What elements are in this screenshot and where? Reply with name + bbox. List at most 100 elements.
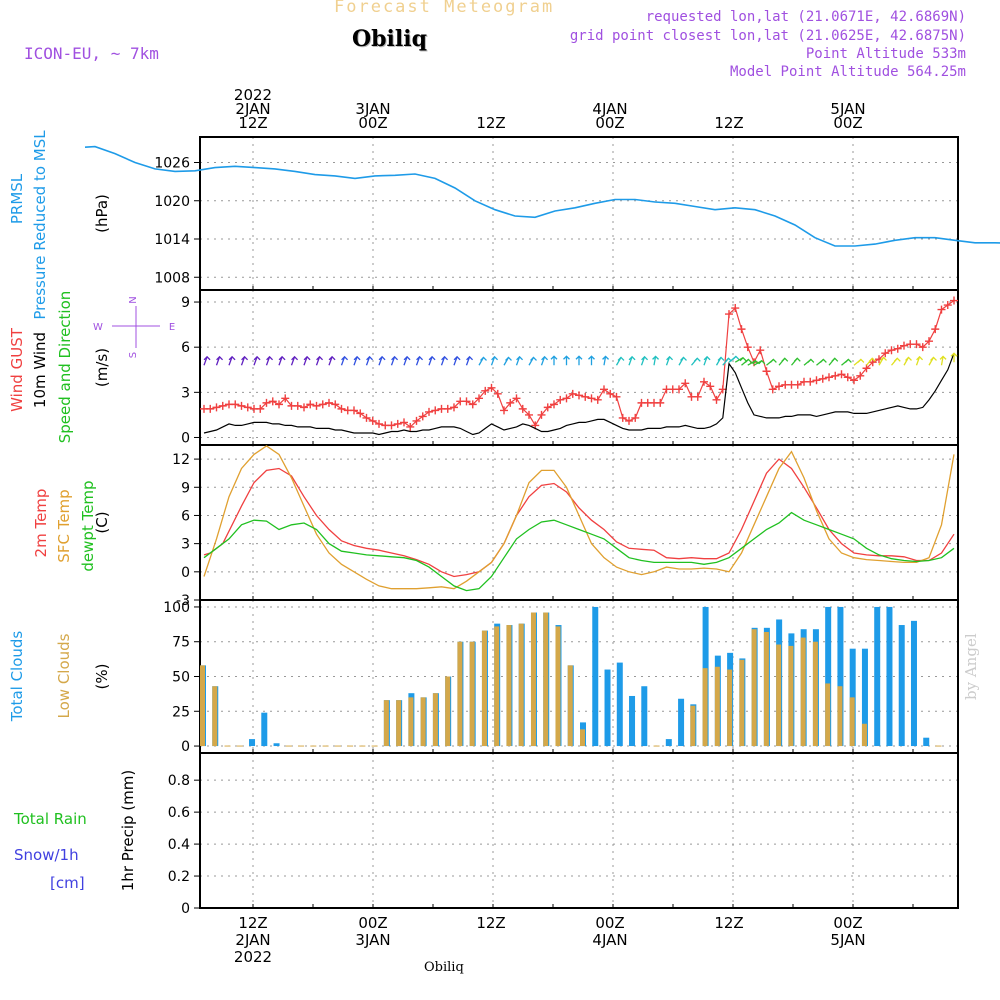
y-tick-label: 3 (181, 537, 190, 553)
total-cloud-bar (678, 698, 685, 747)
wind-arrow-head (216, 355, 224, 361)
gust-marker (325, 398, 333, 407)
y-tick-label: 1014 (154, 232, 190, 248)
wind-arrow-head (541, 355, 549, 361)
wind-arrow-head (341, 355, 349, 361)
gust-marker (468, 400, 477, 409)
gust-marker (775, 382, 783, 391)
temp-label: 2m Temp (32, 489, 50, 558)
gust-marker (625, 416, 633, 425)
gust-marker (843, 373, 852, 382)
low-cloud-bar (530, 612, 536, 747)
footer-location: Obiliq (424, 960, 464, 975)
gust-marker (618, 413, 627, 422)
gust-marker (406, 422, 415, 431)
y-tick-label: 12 (172, 452, 190, 468)
snow-label: Snow/1h (14, 846, 79, 864)
y-tick-label: 0 (181, 739, 190, 755)
low-cloud-bar (469, 641, 475, 747)
top-axis-label: 00Z (595, 114, 624, 132)
gust-marker (487, 383, 496, 392)
gust-marker (918, 343, 927, 352)
wind-arrow-head (453, 355, 461, 361)
total-cloud-bar (898, 625, 905, 747)
wind-arrow-head (266, 355, 274, 361)
gust-marker (793, 380, 802, 389)
wind-arrow-head (241, 355, 249, 361)
snow-unit-label: [cm] (50, 874, 85, 892)
panel-frame (199, 289, 959, 446)
bottom-axis-label: 00Z (358, 914, 387, 932)
wind-arrow-head (793, 357, 801, 362)
gust-marker (768, 385, 777, 394)
gust-marker (900, 341, 908, 350)
wind-arrow-head (530, 356, 537, 361)
wind-arrow-head (550, 355, 558, 360)
wind-arrow-head (831, 357, 839, 362)
gust-marker (706, 382, 715, 391)
y-tick-label: 50 (172, 670, 190, 686)
y-tick-label: 0 (181, 565, 190, 581)
wind-arrow-head (880, 356, 887, 361)
wind-arrow-head (844, 358, 852, 363)
low-cloud-bar (849, 697, 855, 747)
wind-line (203, 352, 955, 436)
low-cloud-bar (567, 665, 573, 747)
gust-marker (856, 371, 865, 380)
total-cloud-bar (592, 606, 599, 747)
wind-arrow-head (652, 355, 660, 360)
wind-arrow-head (781, 357, 789, 362)
bottom-axis-label: 12Z (238, 914, 267, 932)
wind-arrow-shaft (603, 356, 607, 366)
wind-arrow-head (466, 355, 474, 361)
gust-markers (200, 296, 958, 431)
total-clouds-label: Total Clouds (8, 631, 26, 723)
low-cloud-bar (494, 626, 500, 747)
wind-arrow-head (316, 355, 324, 361)
gust-marker (681, 379, 690, 388)
gust-marker (206, 404, 215, 413)
y-tick-label: 25 (172, 704, 190, 720)
compass-north: N (128, 296, 139, 303)
low-cloud-bar (506, 625, 512, 747)
low-cloud-bar (714, 666, 720, 747)
gust-marker (243, 403, 252, 412)
gust-marker (818, 374, 827, 383)
low-cloud-bar (861, 723, 867, 747)
top-axis-label: 00Z (358, 114, 387, 132)
gust-marker (762, 367, 771, 376)
pressure-full-label: Pressure Reduced to MSL (31, 130, 49, 320)
low-cloud-bar (200, 665, 205, 747)
bottom-axis-label: 4JAN (592, 931, 627, 949)
low-cloud-bar (751, 629, 757, 747)
low-cloud-bar (555, 626, 561, 747)
rain-label: Total Rain (13, 810, 87, 828)
panel-wind: 0 3 6 9 (m/s) (93, 289, 959, 446)
y-tick-label: 1026 (154, 156, 190, 172)
gust-marker (581, 392, 590, 401)
wind-arrow-head (680, 356, 687, 361)
wind-arrow-head (378, 355, 386, 361)
y-tick-label: 0 (181, 901, 190, 917)
wind-arrow-head (480, 356, 487, 361)
wind-arrow-head (203, 355, 211, 361)
gust-marker (525, 410, 533, 419)
model-altitude: Model Point Altitude 564.25m (729, 64, 966, 80)
y-tick-label: 0.8 (168, 773, 190, 789)
gust-marker (756, 346, 765, 355)
wind-arrow-head (563, 355, 570, 360)
gust-marker (718, 385, 727, 394)
gust-marker (275, 400, 283, 409)
wind-arrow-head (905, 356, 912, 361)
wind-arrow-shaft (940, 356, 944, 366)
bottom-axis-label: 12Z (476, 914, 505, 932)
total-cloud-bar (861, 648, 868, 747)
total-cloud-bar (874, 606, 881, 747)
top-axis-label: 12Z (714, 114, 743, 132)
low-cloud-bar (690, 705, 696, 747)
bottom-axis-label: 12Z (714, 914, 743, 932)
wind-arrow-head (491, 355, 499, 361)
panel-prmsl: 1008 1014 1020 1026 (hPa) (93, 136, 959, 291)
gust-marker (425, 407, 433, 416)
